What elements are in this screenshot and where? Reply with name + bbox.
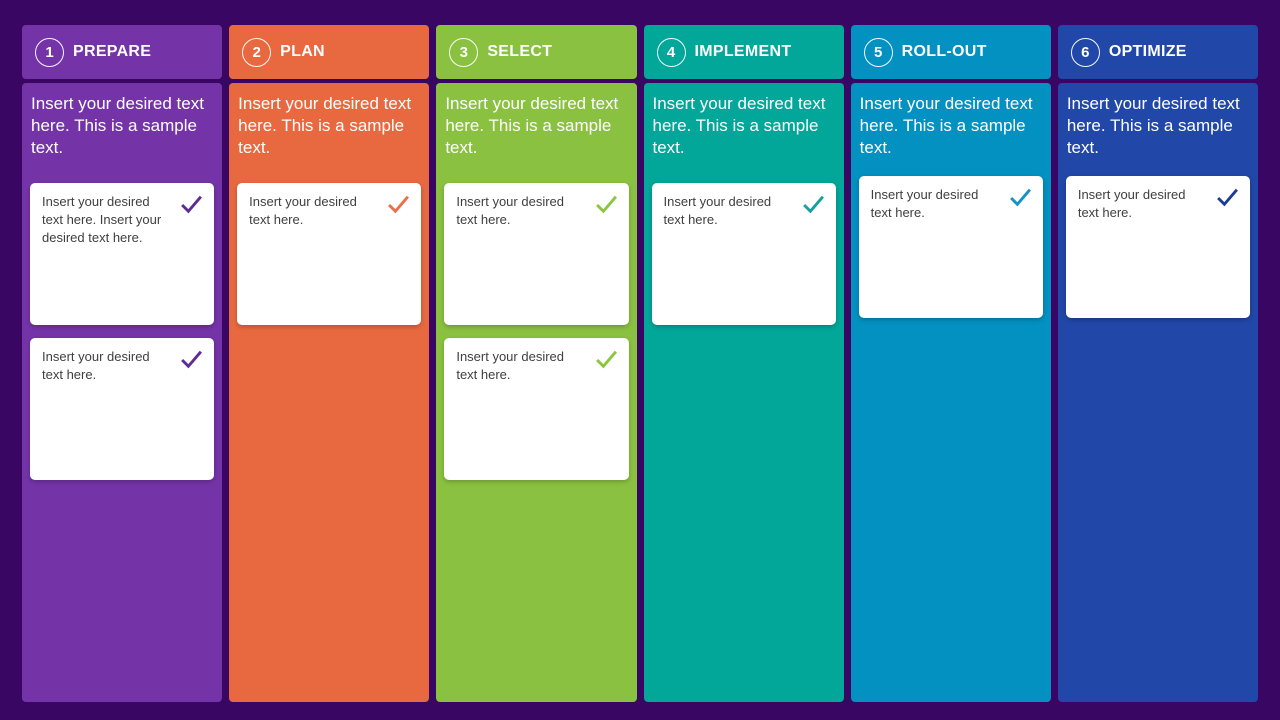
checkmark-icon (181, 195, 203, 214)
card-text-placeholder[interactable]: Insert your desired text here. (1077, 187, 1186, 220)
stage-intro-placeholder[interactable]: Insert your desired text here. This is a… (652, 94, 826, 157)
step-number-badge: 6 (1070, 37, 1100, 67)
stage-header-prepare: 1 PREPARE (22, 25, 223, 79)
checkmark-icon (595, 350, 617, 369)
checkmark-icon (1009, 188, 1031, 207)
stage-column-optimize: 6 OPTIMIZE Insert your desired text here… (1057, 25, 1258, 702)
stage-body-select: Insert your desired text here. This is a… (436, 83, 637, 702)
stage-title: ROLL-OUT (901, 43, 987, 60)
card-text-placeholder[interactable]: Insert your desired text here. (870, 187, 979, 220)
stage-column-implement: 4 IMPLEMENT Insert your desired text her… (643, 25, 844, 702)
task-card[interactable]: Insert your desired text here. (444, 338, 629, 480)
stage-title: PLAN (280, 43, 325, 60)
card-text-placeholder[interactable]: Insert your desired text here. (456, 194, 564, 227)
checkmark-icon (1217, 188, 1238, 207)
stage-header-plan: 2 PLAN (229, 25, 430, 79)
checkmark-icon (802, 195, 824, 214)
card-text-placeholder[interactable]: Insert your desired text here. (456, 349, 564, 382)
stage-intro-placeholder[interactable]: Insert your desired text here. This is a… (238, 94, 412, 157)
stage-intro-placeholder[interactable]: Insert your desired text here. This is a… (1066, 94, 1240, 157)
card-text-placeholder[interactable]: Insert your desired text here. (663, 194, 772, 227)
step-number-badge: 4 (656, 37, 686, 67)
task-card[interactable]: Insert your desired text here. (1065, 176, 1250, 318)
stage-column-select: 3 SELECT Insert your desired text here. … (436, 25, 637, 702)
stage-body-plan: Insert your desired text here. This is a… (229, 83, 430, 702)
step-number-badge: 2 (242, 37, 272, 67)
stage-title: IMPLEMENT (694, 43, 792, 60)
task-card[interactable]: Insert your desired text here. (444, 183, 629, 325)
card-text-placeholder[interactable]: Insert your desired text here. Insert yo… (42, 194, 162, 245)
card-text-placeholder[interactable]: Insert your desired text here. (42, 349, 150, 382)
stage-body-implement: Insert your desired text here. This is a… (643, 83, 844, 702)
step-number-badge: 5 (863, 37, 893, 67)
stage-intro-placeholder[interactable]: Insert your desired text here. This is a… (445, 94, 619, 157)
stage-title: PREPARE (73, 43, 152, 60)
stage-body-optimize: Insert your desired text here. This is a… (1057, 83, 1258, 702)
stage-intro-placeholder[interactable]: Insert your desired text here. This is a… (859, 94, 1033, 157)
stage-header-optimize: 6 OPTIMIZE (1057, 25, 1258, 79)
stage-body-roll-out: Insert your desired text here. This is a… (850, 83, 1051, 702)
stage-title: SELECT (487, 43, 553, 60)
task-card[interactable]: Insert your desired text here. (237, 183, 422, 325)
stage-title: OPTIMIZE (1108, 43, 1187, 60)
checkmark-icon (595, 195, 617, 214)
stage-column-prepare: 1 PREPARE Insert your desired text here.… (22, 25, 223, 702)
card-text-placeholder[interactable]: Insert your desired text here. (249, 194, 357, 227)
task-card[interactable]: Insert your desired text here. Insert yo… (30, 183, 215, 325)
step-number-badge: 3 (449, 37, 479, 67)
task-card[interactable]: Insert your desired text here. (651, 183, 836, 325)
task-card[interactable]: Insert your desired text here. (858, 176, 1043, 318)
stage-header-select: 3 SELECT (436, 25, 637, 79)
stage-header-roll-out: 5 ROLL-OUT (850, 25, 1051, 79)
stage-body-prepare: Insert your desired text here. This is a… (22, 83, 223, 702)
stage-column-plan: 2 PLAN Insert your desired text here. Th… (229, 25, 430, 702)
step-number-badge: 1 (35, 37, 64, 67)
stage-intro-placeholder[interactable]: Insert your desired text here. This is a… (31, 94, 204, 157)
task-card[interactable]: Insert your desired text here. (30, 338, 215, 480)
checkmark-icon (388, 195, 410, 214)
process-board: 1 PREPARE Insert your desired text here.… (22, 25, 1258, 702)
checkmark-icon (181, 350, 203, 369)
stage-column-roll-out: 5 ROLL-OUT Insert your desired text here… (850, 25, 1051, 702)
stage-header-implement: 4 IMPLEMENT (643, 25, 844, 79)
